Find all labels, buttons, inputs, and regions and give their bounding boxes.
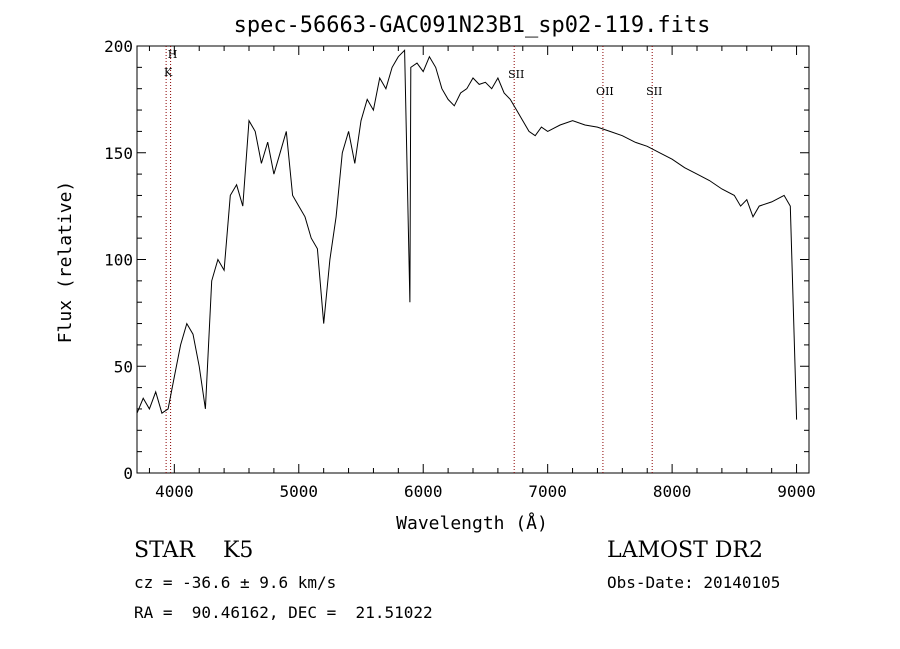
x-tick-label: 4000 [155, 482, 194, 501]
line-marker-label: K [164, 66, 173, 79]
x-axis: 4000 5000 6000 7000 8000 9000 [148, 46, 816, 501]
line-marker-label: SII [646, 85, 662, 98]
observation-date-label: Obs-Date: 20140105 [607, 573, 781, 592]
spectrum-series-line [136, 49, 798, 420]
classification-label: STAR K5 [134, 538, 254, 563]
y-tick-label: 50 [114, 357, 133, 376]
x-tick-label: 6000 [404, 482, 443, 501]
redshift-label: cz = -36.6 ± 9.6 km/s [134, 573, 337, 592]
y-tick-label: 150 [104, 144, 133, 163]
spectral-line-markers: HK SII OII SII [164, 46, 662, 473]
y-tick-label: 0 [123, 464, 133, 483]
plot-frame [136, 45, 810, 474]
y-tick-label: 200 [104, 37, 133, 56]
chart-title: spec-56663-GAC091N23B1_sp02-119.fits [234, 13, 711, 38]
line-marker-label: SII [508, 68, 524, 81]
coordinates-label: RA = 90.46162, DEC = 21.51022 [134, 603, 433, 622]
x-tick-label: 8000 [653, 482, 692, 501]
y-tick-label: 100 [104, 251, 133, 270]
x-tick-label: 5000 [280, 482, 319, 501]
x-axis-label: Wavelength (Å) [396, 512, 548, 534]
line-marker-label: H [168, 48, 178, 61]
y-axis: 0 50 100 150 200 [104, 37, 809, 483]
x-tick-label: 9000 [777, 482, 816, 501]
line-marker-label: OII [596, 85, 614, 98]
y-axis-label: Flux (relative) [55, 181, 76, 344]
x-tick-label: 7000 [528, 482, 567, 501]
survey-label: LAMOST DR2 [607, 538, 763, 563]
